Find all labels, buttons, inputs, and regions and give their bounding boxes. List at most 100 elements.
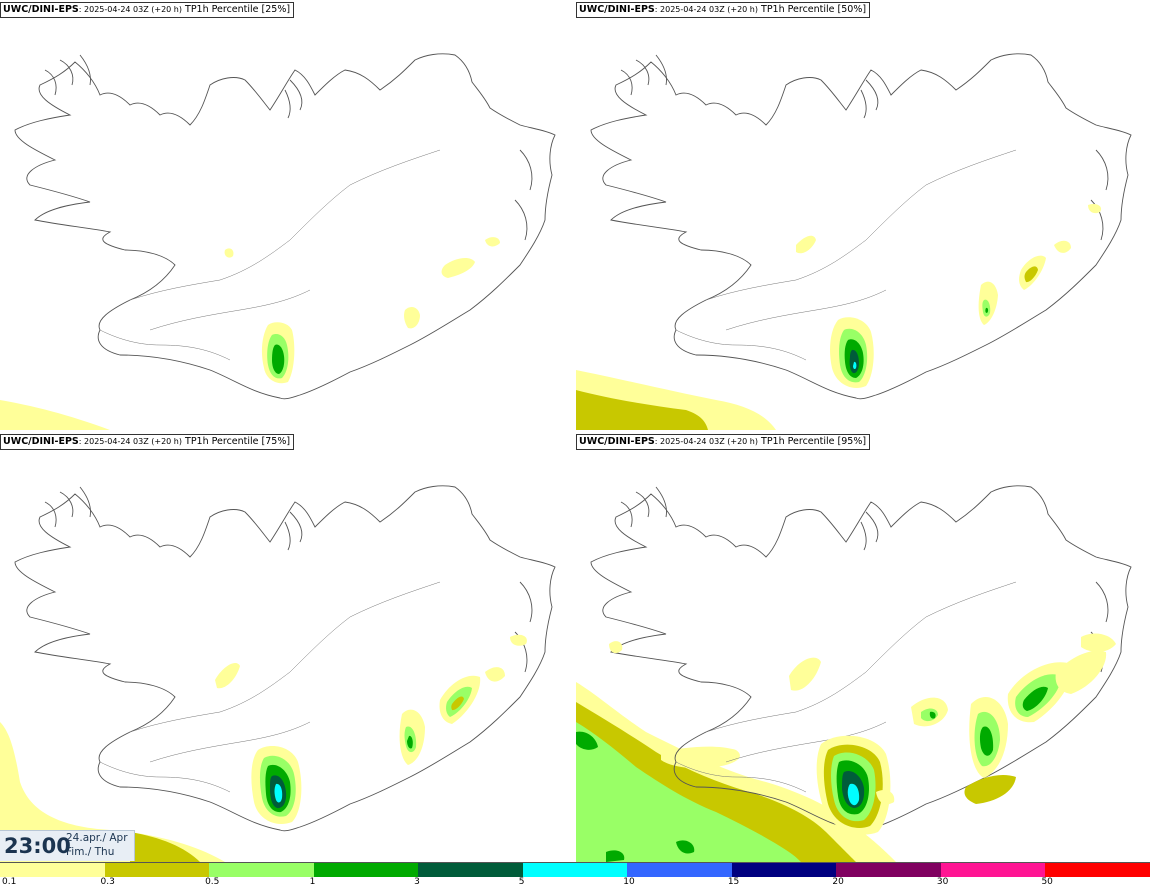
model-name: UWC/DINI-EPS (3, 436, 79, 447)
panel-title: UWC/DINI-EPS: 2025-04-24 03Z (+20 h) TP1… (0, 2, 295, 18)
precip-cell-west (796, 235, 816, 254)
precip-cell-east-b-strong (1022, 686, 1048, 711)
precip-band-very-light (0, 400, 110, 430)
valid-day: Fim./ Thu (66, 846, 115, 858)
valid-time: 23:00 (4, 834, 71, 858)
map-panel-50: UWC/DINI-EPS: 2025-04-24 03Z (+20 h) TP1… (576, 0, 1150, 430)
legend-cell (1045, 863, 1150, 877)
precip-cell-ne (510, 634, 527, 646)
precip-cell-east2 (404, 307, 420, 329)
valid-date: 24.apr./ Apr (66, 832, 128, 844)
sea-precip-overlay (0, 400, 110, 430)
legend-cell (522, 863, 628, 877)
precip-cell-east-d (1081, 633, 1116, 652)
precip-cell-south-peak (272, 344, 285, 374)
model-name: UWC/DINI-EPS (3, 4, 79, 15)
precip-cell-west (215, 662, 240, 689)
sea-precip-overlay (576, 682, 896, 862)
legend-tick-label: 1 (309, 877, 316, 887)
precip-cell-east (441, 258, 475, 278)
legend-tick-label: 5 (518, 877, 525, 887)
precip-cell-east-c (1055, 650, 1107, 694)
precip-band-strong-3 (606, 850, 625, 862)
map-panel-75: UWC/DINI-EPS: 2025-04-24 03Z (+20 h) TP1… (0, 432, 574, 862)
precip-cells (796, 203, 1102, 388)
panel-title: UWC/DINI-EPS: 2025-04-24 03Z (+20 h) TP1… (0, 434, 295, 450)
precip-cell-south-peak (853, 361, 857, 370)
precip-cells (224, 237, 500, 384)
panel-title: UWC/DINI-EPS: 2025-04-24 03Z (+20 h) TP1… (576, 2, 871, 18)
panel-divider (574, 0, 576, 862)
precip-cell-west (224, 248, 234, 258)
coastline (14, 485, 556, 832)
legend-cell (209, 863, 315, 877)
precip-cell-east-a-peak (407, 735, 413, 749)
roads (675, 581, 1017, 793)
coastline (590, 53, 1132, 400)
legend-tick-label: 15 (727, 877, 740, 887)
precip-cell-ne (1088, 203, 1102, 214)
precip-cell-west (789, 657, 821, 691)
precip-cell-se2 (876, 790, 895, 805)
legend-tick-label: 0.3 (100, 877, 115, 887)
field-name: TP1h Percentile [95%] (758, 436, 867, 447)
precipitation-map (0, 485, 556, 862)
valid-time-box: 23:00 24.apr./ Apr Fim./ Thu (0, 830, 135, 861)
color-legend: 0.1 0.3 0.5 1 3 5 10 15 20 30 50 (0, 862, 1150, 891)
precip-band-strong-2 (676, 840, 695, 854)
field-name: TP1h Percentile [50%] (758, 4, 867, 15)
run-info: : 2025-04-24 03Z (+20 h) (78, 5, 182, 14)
precip-band-light (130, 832, 200, 862)
legend-tick-label: 20 (832, 877, 844, 887)
legend-tick-label: 10 (623, 877, 635, 887)
legend-cell (731, 863, 837, 877)
precip-band-light-west (661, 746, 740, 769)
roads (99, 581, 441, 793)
legend-cell (313, 863, 419, 877)
precip-cell-east-b-light (451, 696, 464, 711)
run-info: : 2025-04-24 03Z (+20 h) (78, 437, 182, 446)
precip-cell-east-b-core (1024, 266, 1038, 283)
map-panel-95: UWC/DINI-EPS: 2025-04-24 03Z (+20 h) TP1… (576, 432, 1150, 862)
precip-band-strong-1 (576, 731, 598, 750)
run-info: : 2025-04-24 03Z (+20 h) (654, 5, 758, 14)
legend-color-bar (0, 862, 1150, 877)
roads (99, 149, 441, 361)
precip-cell-east-a-strong (979, 726, 994, 756)
precip-cell-se (964, 775, 1016, 804)
field-name: TP1h Percentile [25%] (182, 4, 291, 15)
precipitation-map (0, 53, 556, 430)
coastline (14, 53, 556, 400)
panel-title: UWC/DINI-EPS: 2025-04-24 03Z (+20 h) TP1… (576, 434, 871, 450)
legend-tick-label: 30 (936, 877, 949, 887)
precip-band-very-light (0, 722, 225, 862)
precip-cell-central-strong (929, 711, 936, 719)
legend-tick-label: 50 (1041, 877, 1053, 887)
legend-tick-label: 0.5 (205, 877, 220, 887)
precip-cells (215, 634, 527, 824)
legend-cell (418, 863, 524, 877)
precipitation-map (576, 485, 1132, 862)
run-info: : 2025-04-24 03Z (+20 h) (654, 437, 758, 446)
legend-tick-label: 3 (414, 877, 420, 887)
precip-cell-east3 (485, 237, 500, 247)
precip-band-light (576, 390, 708, 430)
roads (675, 149, 1017, 361)
precipitation-map (576, 53, 1132, 430)
precip-cell-south-peak (847, 783, 860, 806)
precip-band-moderate (576, 722, 801, 862)
legend-cell (0, 863, 106, 877)
model-name: UWC/DINI-EPS (579, 4, 655, 15)
model-name: UWC/DINI-EPS (579, 436, 655, 447)
precip-cell-south-heavy (849, 349, 859, 374)
precip-cell-east-a-peak (985, 307, 989, 313)
map-panel-25: UWC/DINI-EPS: 2025-04-24 03Z (+20 h) TP1… (0, 0, 574, 430)
legend-cell (836, 863, 942, 877)
precip-cell-east-c (485, 667, 505, 682)
field-name: TP1h Percentile [75%] (182, 436, 291, 447)
legend-cell (104, 863, 210, 877)
precip-cell-south-peak (274, 783, 283, 803)
legend-cell (940, 863, 1046, 877)
legend-tick-label: 0.1 (2, 877, 17, 887)
precip-cell-east-c (1054, 240, 1071, 253)
